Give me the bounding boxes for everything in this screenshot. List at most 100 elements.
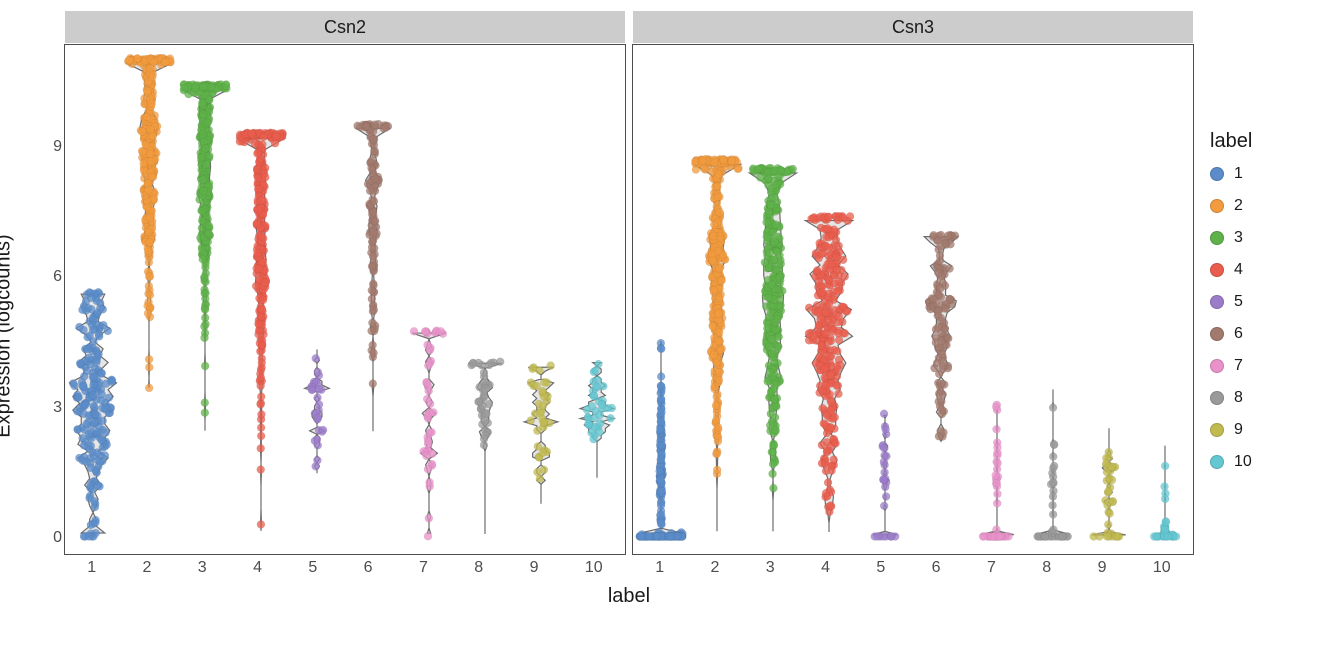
jitter-point (437, 327, 445, 335)
jitter-point (198, 207, 206, 215)
legend-label: 8 (1234, 389, 1243, 407)
jitter-point (79, 383, 87, 391)
legend-item: 3 (1210, 229, 1252, 247)
jitter-point (205, 96, 213, 104)
jitter-point (607, 414, 615, 422)
legend-swatch (1210, 231, 1224, 245)
legend-label: 6 (1234, 325, 1243, 343)
jitter-point (839, 214, 847, 222)
legend-swatch (1210, 391, 1224, 405)
jitter-point (715, 294, 723, 302)
jitter-point (834, 329, 842, 337)
jitter-point (425, 514, 433, 522)
jitter-point (715, 368, 723, 376)
jitter-point (763, 325, 771, 333)
jitter-point (637, 532, 645, 540)
jitter-point (771, 395, 779, 403)
jitter-point (146, 150, 154, 158)
jitter-point (584, 420, 592, 428)
legend-label: 3 (1234, 229, 1243, 247)
jitter-point (813, 266, 821, 274)
jitter-point (368, 262, 376, 270)
legend-swatch (1210, 327, 1224, 341)
legend-swatch (1210, 455, 1224, 469)
jitter-point (944, 232, 952, 240)
jitter-point (827, 406, 835, 414)
jitter-point (934, 269, 942, 277)
jitter-point (882, 425, 890, 433)
legend-item: 6 (1210, 325, 1252, 343)
legend-item: 2 (1210, 197, 1252, 215)
jitter-point (765, 249, 773, 257)
jitter-point (595, 428, 603, 436)
jitter-point (719, 156, 727, 164)
x-tick-label: 10 (1153, 559, 1171, 577)
jitter-point (423, 379, 431, 387)
x-tick-label: 5 (876, 559, 885, 577)
jitter-point (99, 321, 107, 329)
jitter-point (540, 378, 548, 386)
jitter-point (410, 327, 418, 335)
jitter-point (930, 231, 938, 239)
jitter-point (198, 217, 206, 225)
jitter-point (767, 201, 775, 209)
jitter-point (824, 479, 832, 487)
jitter-point (145, 186, 153, 194)
jitter-point (367, 164, 375, 172)
jitter-point (717, 346, 725, 354)
jitter-point (827, 371, 835, 379)
jitter-point (101, 404, 109, 412)
jitter-point (934, 308, 942, 316)
jitter-point (993, 479, 1001, 487)
jitter-point (843, 307, 851, 315)
jitter-point (828, 467, 836, 475)
jitter-point (424, 362, 432, 370)
jitter-point (257, 466, 265, 474)
jitter-point (75, 393, 83, 401)
violin-chart: 0369 Csn2 Csn3 12345678910 12345678910 l… (64, 10, 1194, 630)
jitter-point (369, 253, 377, 261)
jitter-point (198, 127, 206, 135)
jitter-point (529, 365, 537, 373)
jitter-point (818, 289, 826, 297)
y-tick-label: 9 (53, 138, 62, 156)
jitter-point (78, 306, 86, 314)
facet-csn3: Csn3 (632, 10, 1194, 555)
x-axis-ticks: 12345678910 (632, 559, 1194, 577)
jitter-point (145, 273, 153, 281)
legend-label: 4 (1234, 261, 1243, 279)
jitter-point (691, 158, 699, 166)
jitter-point (709, 232, 717, 240)
jitter-point (715, 376, 723, 384)
jitter-point (480, 435, 488, 443)
jitter-point (257, 393, 265, 401)
jitter-point (540, 466, 548, 474)
y-axis: 0369 (28, 52, 62, 555)
jitter-point (259, 296, 267, 304)
jitter-point (199, 255, 207, 263)
jitter-point (882, 492, 890, 500)
jitter-point (480, 369, 488, 377)
jitter-point (1095, 532, 1103, 540)
jitter-point (204, 119, 212, 127)
jitter-point (771, 194, 779, 202)
jitter-point (761, 258, 769, 266)
jitter-point (941, 240, 949, 248)
jitter-point (368, 238, 376, 246)
jitter-point (1172, 532, 1180, 540)
jitter-point (86, 332, 94, 340)
x-tick-label: 7 (419, 559, 428, 577)
jitter-point (145, 384, 153, 392)
jitter-point (484, 419, 492, 427)
jitter-point (138, 128, 146, 136)
jitter-point (657, 502, 665, 510)
jitter-point (98, 370, 106, 378)
jitter-point (881, 483, 889, 491)
jitter-point (198, 99, 206, 107)
jitter-point (91, 410, 99, 418)
jitter-point (146, 291, 154, 299)
jitter-point (258, 306, 266, 314)
legend-label: 9 (1234, 421, 1243, 439)
jitter-point (873, 532, 881, 540)
jitter-point (715, 264, 723, 272)
